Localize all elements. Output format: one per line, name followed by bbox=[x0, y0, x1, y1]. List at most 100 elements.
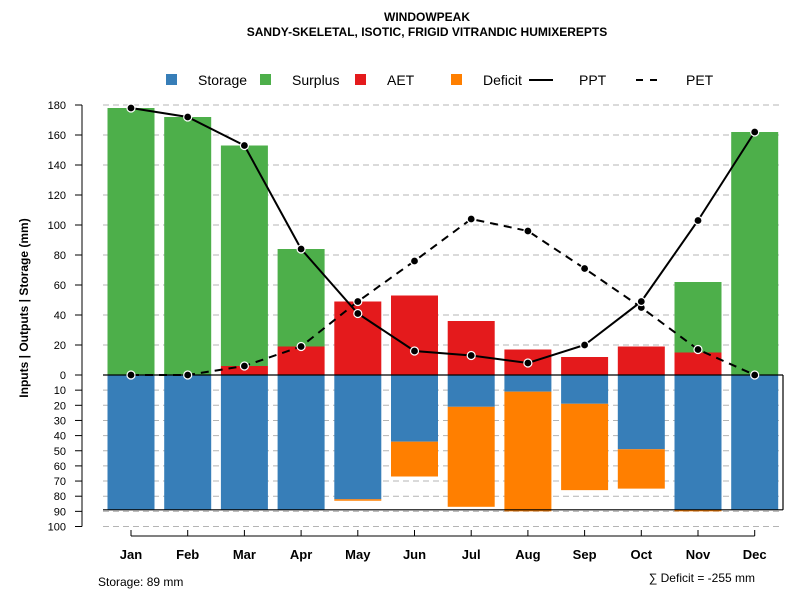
x-tick-label: Apr bbox=[290, 547, 312, 562]
storage-bar bbox=[334, 375, 382, 500]
grid-layer bbox=[103, 104, 783, 527]
storage-bar bbox=[561, 375, 609, 404]
storage-bar bbox=[220, 375, 268, 510]
y-tick-label: 60 bbox=[54, 461, 66, 473]
deficit-bar bbox=[391, 441, 438, 477]
pet-point bbox=[296, 341, 306, 352]
pet-point bbox=[353, 296, 363, 307]
deficit-bar bbox=[674, 509, 722, 512]
surplus-legend-label: Surplus bbox=[292, 72, 339, 88]
aet-bar bbox=[391, 295, 438, 375]
surplus-bar bbox=[107, 108, 155, 375]
bar-layer bbox=[107, 108, 779, 512]
ppt-point bbox=[239, 140, 249, 151]
pet-point bbox=[126, 370, 136, 380]
ppt-point bbox=[466, 350, 476, 361]
y-tick-label: 90 bbox=[54, 506, 66, 518]
deficit-bar bbox=[334, 499, 382, 501]
ppt-point bbox=[636, 296, 646, 307]
y-tick-label: 10 bbox=[54, 385, 66, 397]
y-tick-label: 80 bbox=[54, 491, 66, 503]
y-tick-label: 100 bbox=[48, 220, 66, 232]
chart-subtitle: SANDY-SKELETAL, ISOTIC, FRIGID VITRANDIC… bbox=[247, 25, 607, 39]
storage-bar bbox=[277, 375, 325, 510]
x-tick-label: Aug bbox=[515, 547, 540, 562]
storage-bar bbox=[164, 375, 212, 510]
storage-bar bbox=[617, 375, 665, 450]
deficit-legend-swatch bbox=[451, 74, 462, 85]
y-tick-label: 0 bbox=[60, 370, 66, 382]
storage-bar bbox=[731, 375, 779, 510]
pet-line bbox=[131, 217, 756, 376]
ppt-point bbox=[126, 103, 136, 113]
axis-layer: 0 20 40 60 80 100 120 140 160 180 10 20 30 40 50 60 70 80… bbox=[48, 100, 767, 562]
x-tick-label: Dec bbox=[743, 547, 767, 562]
deficit-bar bbox=[617, 449, 665, 489]
aet-bar bbox=[447, 321, 495, 375]
x-tick-label: Nov bbox=[686, 547, 711, 562]
y-tick-label: 20 bbox=[54, 340, 66, 352]
y-tick-label: 40 bbox=[54, 310, 66, 322]
pet-point bbox=[409, 256, 420, 266]
y-tick-label: 160 bbox=[48, 130, 66, 142]
ppt-point bbox=[579, 340, 590, 350]
storage-bar bbox=[504, 375, 552, 392]
ppt-line bbox=[130, 107, 756, 365]
ppt-point bbox=[409, 346, 420, 356]
pet-legend-label: PET bbox=[686, 72, 714, 88]
pet-point bbox=[183, 370, 193, 380]
surplus-bar bbox=[277, 249, 325, 347]
deficit-bar bbox=[561, 403, 609, 491]
deficit-sum-footnote: ∑ Deficit = -255 mm bbox=[649, 571, 755, 585]
y-tick-label: 40 bbox=[54, 431, 66, 443]
aet-bar bbox=[561, 357, 609, 375]
storage-footnote: Storage: 89 mm bbox=[98, 575, 183, 589]
ppt-point bbox=[183, 112, 193, 122]
aet-bar bbox=[617, 346, 665, 375]
storage-bar bbox=[391, 375, 438, 442]
x-tick-label: Feb bbox=[176, 547, 199, 562]
aet-legend-swatch bbox=[355, 74, 366, 85]
surplus-bar bbox=[674, 282, 722, 353]
chart-title: WINDOWPEAK bbox=[384, 10, 470, 24]
ppt-point bbox=[750, 127, 760, 137]
storage-bar bbox=[107, 375, 155, 510]
ppt-point bbox=[523, 358, 533, 368]
y-tick-label: 30 bbox=[54, 415, 66, 427]
pet-point bbox=[693, 344, 703, 355]
x-tick-label: Jan bbox=[120, 547, 142, 562]
aet-legend-label: AET bbox=[387, 72, 415, 88]
x-tick-label: May bbox=[345, 547, 371, 562]
aet-bar bbox=[674, 352, 722, 375]
y-tick-label: 180 bbox=[48, 100, 66, 112]
legend: Storage Surplus AET Deficit PPT PET bbox=[166, 72, 714, 88]
x-tick-label: Mar bbox=[233, 547, 256, 562]
pet-point bbox=[750, 370, 760, 380]
y-tick-label: 120 bbox=[48, 190, 66, 202]
ppt-point bbox=[693, 215, 703, 226]
y-tick-label: 20 bbox=[54, 400, 66, 412]
pet-point bbox=[239, 361, 249, 371]
pet-point bbox=[523, 226, 533, 236]
pet-point bbox=[466, 214, 476, 224]
y-tick-label: 80 bbox=[54, 250, 66, 262]
y-tick-label: 50 bbox=[54, 446, 66, 458]
pet-point bbox=[579, 263, 590, 274]
storage-bar bbox=[674, 375, 722, 510]
ppt-legend-label: PPT bbox=[579, 72, 607, 88]
y-axis-label: Inputs | Outputs | Storage (mm) bbox=[17, 218, 31, 397]
x-tick-label: Sep bbox=[573, 547, 597, 562]
surplus-legend-swatch bbox=[260, 74, 271, 85]
x-tick-label: Oct bbox=[630, 547, 652, 562]
storage-bar bbox=[447, 375, 495, 407]
storage-legend-swatch bbox=[166, 74, 177, 85]
y-tick-label: 60 bbox=[54, 280, 66, 292]
x-tick-label: Jun bbox=[403, 547, 426, 562]
storage-legend-label: Storage bbox=[198, 72, 247, 88]
ppt-point bbox=[296, 244, 306, 254]
deficit-bar bbox=[447, 406, 495, 507]
ppt-point bbox=[353, 308, 363, 319]
x-tick-label: Jul bbox=[462, 547, 481, 562]
surplus-bar bbox=[731, 132, 779, 375]
